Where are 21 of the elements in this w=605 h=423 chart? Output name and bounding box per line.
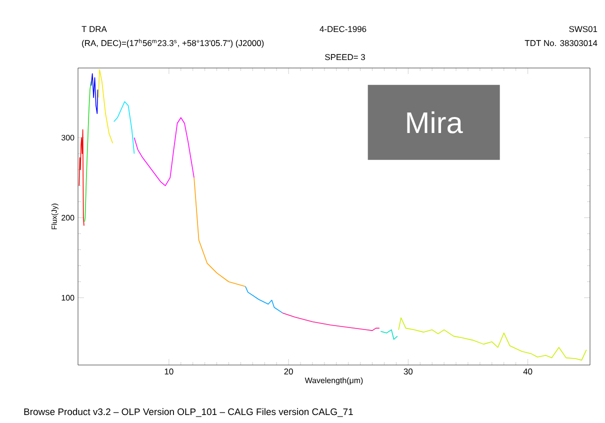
- x-tick-label: 10: [164, 368, 174, 375]
- line-series: [398, 317, 587, 361]
- x-tick-label: 40: [523, 368, 532, 375]
- x-tick-label: 20: [284, 368, 293, 375]
- text: TDT No. 38303014: [524, 40, 598, 46]
- text: Browse Product v3.2 – OLP Version OLP_101 – CALG Files version CALG_71: [24, 408, 353, 417]
- line-series: [98, 69, 114, 144]
- line-series: [194, 177, 246, 287]
- chart-subtitle: (RA, DEC)=(17$^{h}$56$^{m}$23.3$^{s}$, +58°13'05.7") (J2000): [82, 38, 264, 48]
- line-series: [380, 329, 398, 340]
- annotation: Mira: [407, 111, 463, 134]
- line-series: [282, 312, 380, 331]
- text: SWS01: [569, 26, 598, 32]
- text: 4-DEC-1996: [320, 26, 366, 32]
- text: SPEED= 3: [325, 54, 365, 60]
- line-series: [245, 286, 283, 314]
- line-series: [90, 73, 98, 114]
- line-series: [113, 101, 135, 154]
- line-series: [78, 129, 84, 226]
- chart-title: T DRA: [82, 26, 107, 32]
- x-tick-label: 30: [404, 368, 413, 375]
